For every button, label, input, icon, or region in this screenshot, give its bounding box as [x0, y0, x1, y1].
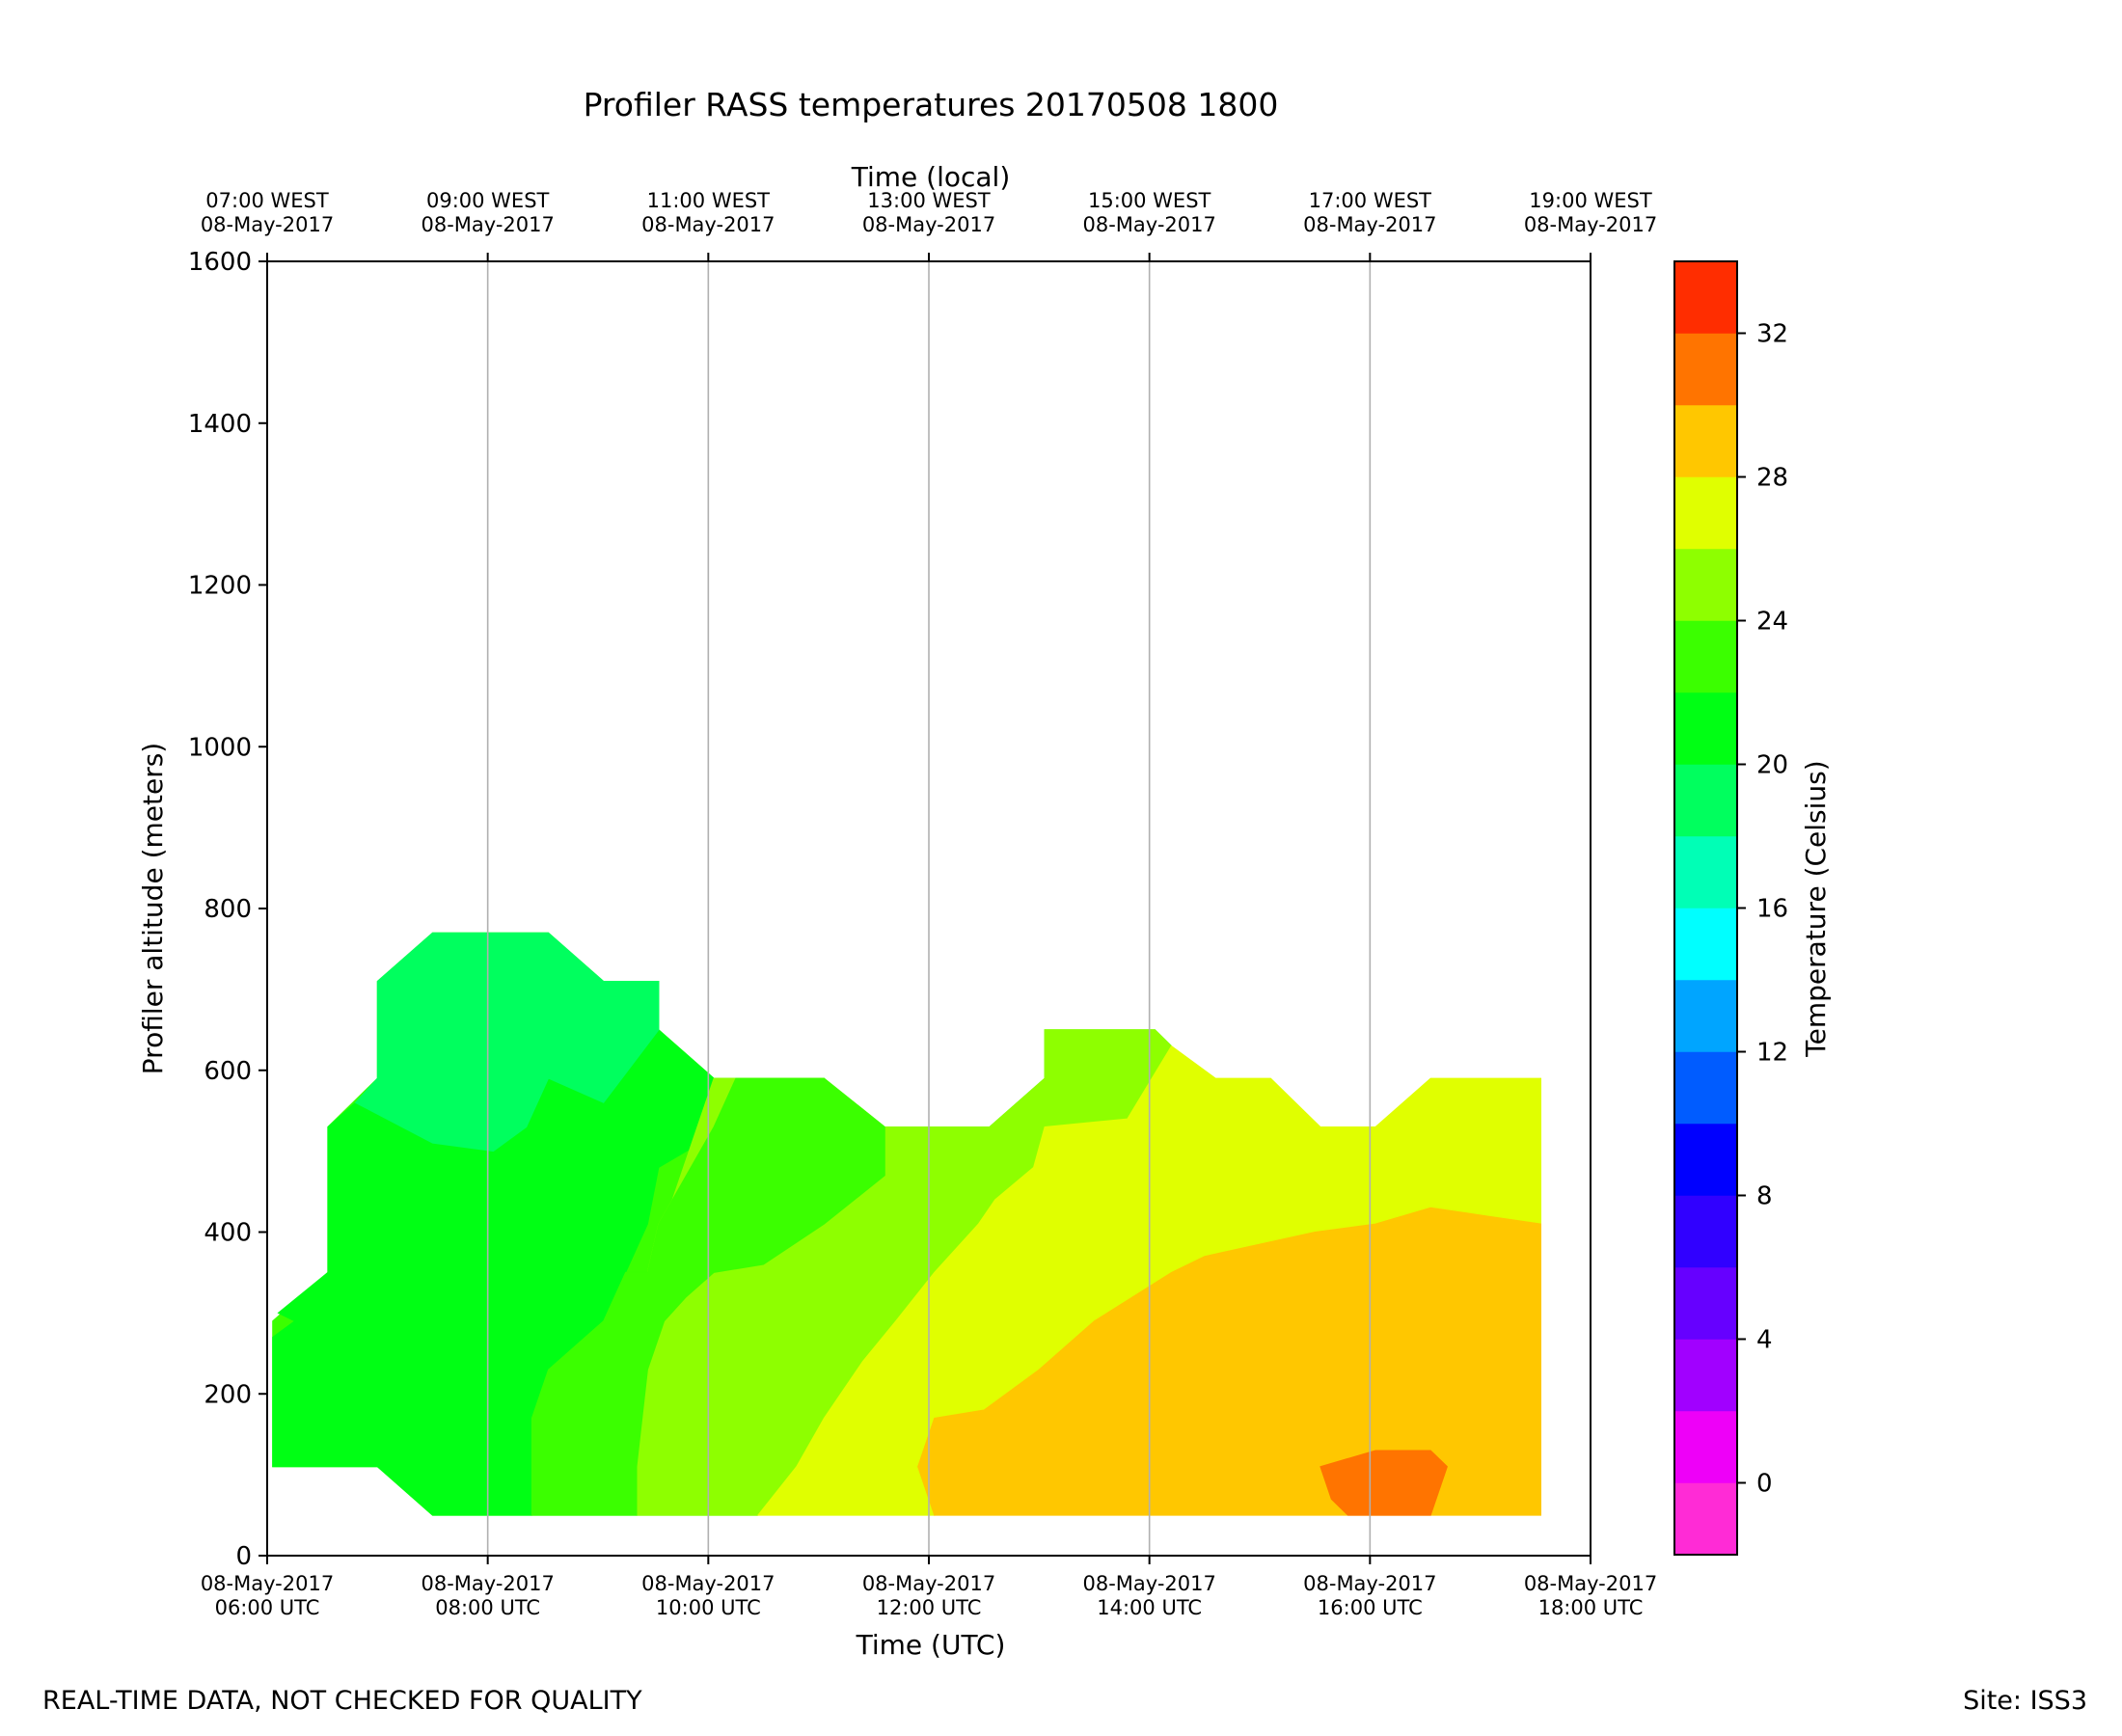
bottom-axis-label: Time (UTC): [856, 1629, 1006, 1661]
x-tick-label: 10:00 UTC: [656, 1596, 761, 1619]
y-tick-label: 400: [204, 1219, 252, 1248]
x-tick-label: 08-May-2017: [862, 1572, 995, 1595]
x2-tick-label: 09:00 WEST: [426, 189, 550, 212]
colorbar-level-32-34c: [1673, 260, 1738, 334]
contour-region-22-24c: [530, 1077, 885, 1516]
colorbar-tick-label: 0: [1756, 1470, 1773, 1499]
colorbar-tick-label: 12: [1756, 1039, 1788, 1068]
x-tick-label: 08-May-2017: [1524, 1572, 1657, 1595]
x2-tick-label: 15:00 WEST: [1088, 189, 1211, 212]
x-tick-label: 18:00 UTC: [1538, 1596, 1644, 1619]
colorbar-level-24-26c: [1673, 548, 1738, 621]
colorbar-level-14-16c: [1673, 908, 1738, 981]
x2-tick-label: 08-May-2017: [862, 213, 995, 236]
colorbar-label: Temperature (Celsius): [1800, 760, 1832, 1057]
x2-tick-label: 08-May-2017: [1303, 213, 1436, 236]
x2-tick-label: 08-May-2017: [1524, 213, 1657, 236]
colorbar-level-22-24c: [1673, 620, 1738, 693]
y-tick-label: 1000: [188, 733, 252, 762]
y-tick-label: 600: [204, 1057, 252, 1086]
x-tick-label: 16:00 UTC: [1318, 1596, 1423, 1619]
colorbar-level-10-12c: [1673, 1051, 1738, 1125]
x2-tick-label: 08-May-2017: [421, 213, 554, 236]
site-label: Site: ISS3: [1963, 1686, 2087, 1716]
colorbar-tick-label: 28: [1756, 464, 1788, 493]
x-tick-label: 08:00 UTC: [435, 1596, 540, 1619]
colorbar-level-6-8c: [1673, 1195, 1738, 1268]
x-tick-label: 08-May-2017: [421, 1572, 554, 1595]
y-tick-label: 800: [204, 895, 252, 924]
chart-title: Profiler RASS temperatures 20170508 1800: [584, 86, 1279, 123]
x-tick-label: 08-May-2017: [641, 1572, 775, 1595]
contour-regions: [272, 932, 1541, 1516]
colorbar-level-18-20c: [1673, 764, 1738, 837]
x2-tick-label: 08-May-2017: [201, 213, 334, 236]
x2-tick-label: 08-May-2017: [641, 213, 775, 236]
x-tick-label: 08-May-2017: [201, 1572, 334, 1595]
colorbar-tick-label: 16: [1756, 895, 1788, 924]
colorbar-level-26-28c: [1673, 476, 1738, 550]
colorbar-tick-label: 20: [1756, 751, 1788, 780]
x2-tick-label: 08-May-2017: [1082, 213, 1215, 236]
y-axis-label: Profiler altitude (meters): [137, 743, 169, 1074]
quality-disclaimer: REAL-TIME DATA, NOT CHECKED FOR QUALITY: [42, 1686, 642, 1716]
colorbar-tick-label: 24: [1756, 608, 1788, 637]
y-tick-label: 1200: [188, 572, 252, 601]
colorbar-level-28-30c: [1673, 404, 1738, 477]
x2-tick-label: 19:00 WEST: [1529, 189, 1652, 212]
colorbar-level-30-32c: [1673, 333, 1738, 406]
x2-tick-label: 13:00 WEST: [867, 189, 991, 212]
colorbar-tick-label: 32: [1756, 320, 1788, 349]
vertical-gridlines: [486, 261, 1372, 1556]
x2-tick-label: 17:00 WEST: [1309, 189, 1432, 212]
x-tick-label: 08-May-2017: [1082, 1572, 1215, 1595]
y-tick-label: 200: [204, 1380, 252, 1409]
y-tick-label: 1400: [188, 410, 252, 439]
colorbar-level--2-0c: [1673, 1482, 1738, 1556]
x2-tick-label: 07:00 WEST: [205, 189, 329, 212]
x2-tick-label: 11:00 WEST: [647, 189, 771, 212]
x-tick-label: 14:00 UTC: [1097, 1596, 1202, 1619]
top-axis-label: Time (local): [851, 161, 1011, 193]
colorbar-level-0-2c: [1673, 1410, 1738, 1483]
colorbar-level-4-6c: [1673, 1266, 1738, 1340]
x-tick-label: 08-May-2017: [1303, 1572, 1436, 1595]
colorbar-level-12-14c: [1673, 979, 1738, 1052]
contour-region-28-30c: [917, 1207, 1541, 1516]
y-tick-label: 0: [235, 1542, 252, 1571]
colorbar-tick-label: 8: [1756, 1182, 1773, 1211]
contour-region-18-20c: [354, 932, 660, 1153]
colorbar-level-16-18c: [1673, 835, 1738, 909]
colorbar-level-8-10c: [1673, 1123, 1738, 1196]
x-tick-label: 12:00 UTC: [877, 1596, 982, 1619]
contour-region-30-32c: [1319, 1450, 1448, 1516]
colorbar-tick-label: 4: [1756, 1326, 1773, 1355]
colorbar-level-2-4c: [1673, 1339, 1738, 1412]
colorbar: 0 4 8 12 16 20 24 28 32: [1673, 260, 1788, 1556]
colorbar-level-20-22c: [1673, 692, 1738, 765]
y-tick-label: 1600: [188, 248, 252, 277]
x-tick-label: 06:00 UTC: [215, 1596, 320, 1619]
